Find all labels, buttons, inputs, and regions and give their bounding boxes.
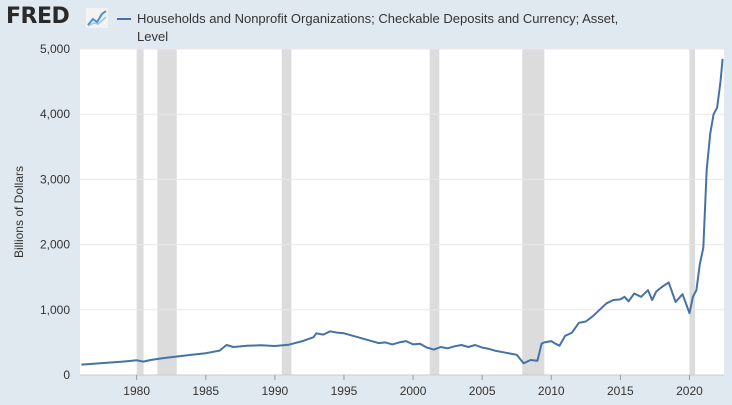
- y-tick-label: 0: [63, 368, 70, 382]
- plot-area: [80, 49, 724, 375]
- recession-band: [136, 49, 144, 375]
- legend-swatch: [117, 18, 131, 20]
- x-tick-label: 2020: [676, 384, 703, 398]
- recession-band: [281, 49, 292, 375]
- x-tick-label: 1980: [123, 384, 150, 398]
- x-tick-label: 1985: [192, 384, 219, 398]
- fred-graph-icon: [86, 8, 108, 28]
- x-tick-label: 1995: [331, 384, 358, 398]
- recession-band: [522, 49, 545, 375]
- series-line[interactable]: [81, 58, 724, 366]
- y-tick-label: 4,000: [40, 107, 70, 121]
- x-tick-label: 2010: [538, 384, 565, 398]
- x-tick-label: 2015: [607, 384, 634, 398]
- y-tick-label: 2,000: [40, 238, 70, 252]
- y-tick-label: 1,000: [40, 303, 70, 317]
- chart-legend: Households and Nonprofit Organizations; …: [117, 10, 637, 46]
- x-tick-label: 2000: [400, 384, 427, 398]
- y-tick-label: 3,000: [40, 172, 70, 186]
- recession-band: [157, 49, 177, 375]
- x-tick-label: 2005: [469, 384, 496, 398]
- fred-logo[interactable]: FRED: [6, 4, 70, 29]
- x-tick-label: 1990: [262, 384, 289, 398]
- recession-band: [689, 49, 695, 375]
- chart-title: Households and Nonprofit Organizations; …: [137, 11, 619, 44]
- recession-band: [429, 49, 440, 375]
- y-tick-label: 5,000: [40, 42, 70, 56]
